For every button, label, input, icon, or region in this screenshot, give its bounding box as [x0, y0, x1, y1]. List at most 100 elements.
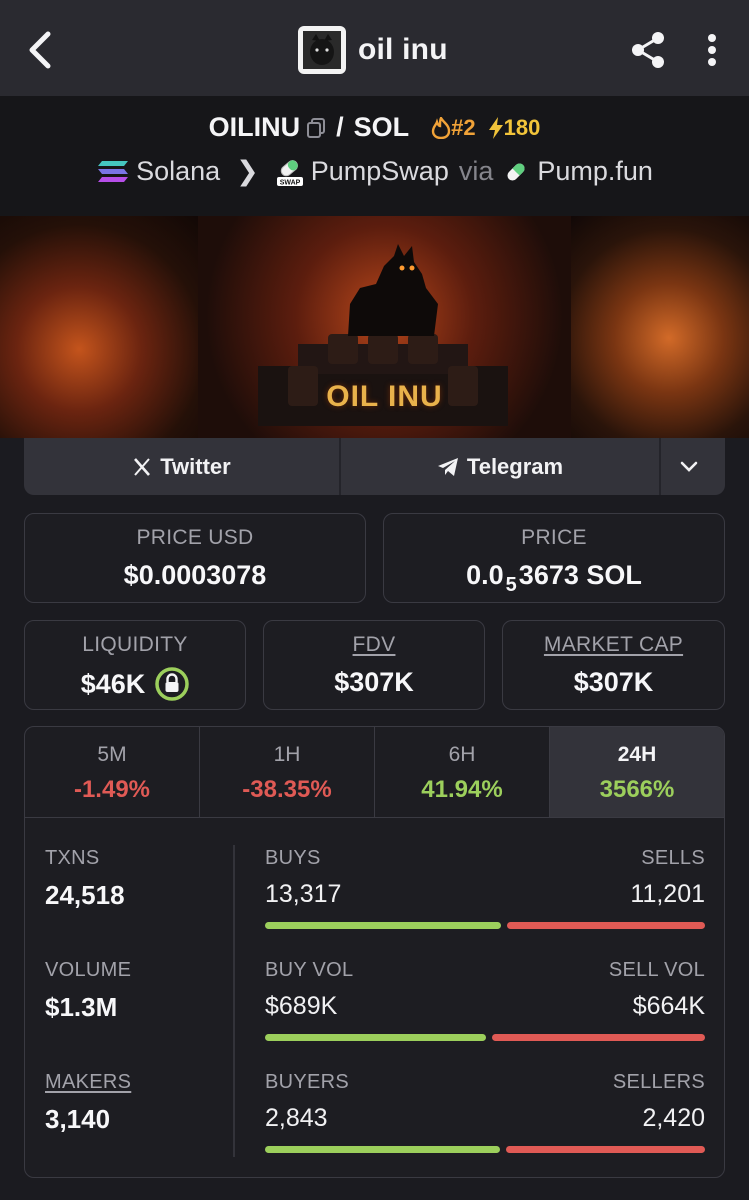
buy-vol-bar-fill: [265, 1034, 486, 1041]
buyers-bar-fill: [265, 1146, 500, 1153]
telegram-button[interactable]: Telegram: [341, 438, 661, 495]
dex-name[interactable]: PumpSwap: [310, 156, 449, 186]
telegram-icon: [437, 457, 458, 476]
share-button[interactable]: [628, 30, 668, 70]
social-links: Twitter Telegram: [24, 438, 725, 495]
tab-5m[interactable]: 5M -1.49%: [25, 727, 200, 817]
price-usd-value: $0.0003078: [25, 560, 365, 591]
banner-fire-left: [0, 216, 198, 438]
token-avatar: [298, 26, 346, 74]
banner-logo-text: OIL INU: [326, 380, 443, 413]
launchpad-name[interactable]: Pump.fun: [537, 156, 653, 186]
price-usd-card: PRICE USD $0.0003078: [24, 513, 366, 603]
txns-value: 24,518: [45, 880, 125, 910]
token-title: oil inu: [298, 26, 448, 74]
sellers-value: 2,420: [642, 1104, 705, 1132]
tab-change: -1.49%: [73, 776, 151, 803]
copy-icon[interactable]: [306, 117, 326, 139]
boost-value: 180: [503, 114, 541, 140]
txns-stat: TXNS 24,518: [45, 847, 125, 911]
liquidity-value: $46K: [25, 667, 245, 701]
telegram-label: Telegram: [466, 453, 564, 479]
buys-bar-fill: [265, 922, 501, 929]
fdv-label[interactable]: FDV: [352, 633, 396, 656]
price-usd-label: PRICE USD: [136, 526, 254, 549]
volume-label: VOLUME: [45, 959, 132, 981]
tab-change: 3566%: [599, 776, 675, 803]
price-zero-count: 5: [505, 574, 517, 596]
twitter-button[interactable]: Twitter: [24, 438, 341, 495]
buyers-value: 2,843: [265, 1104, 328, 1132]
price-usd-text: $0.0003078: [123, 560, 267, 590]
market-cap-value: $307K: [503, 667, 724, 698]
chain-name[interactable]: Solana: [136, 156, 221, 186]
volume-value: $1.3M: [45, 992, 118, 1022]
more-vertical-icon: [708, 34, 716, 66]
buyers-sellers-bar: [265, 1146, 705, 1153]
boost-count[interactable]: 180: [488, 114, 541, 141]
fdv-value: $307K: [264, 667, 484, 698]
quote-symbol: SOL: [353, 112, 410, 142]
twitter-label: Twitter: [160, 453, 231, 479]
price-sol-card: PRICE 0.0 5 3673 SOL: [383, 513, 725, 603]
buys-value: 13,317: [265, 880, 342, 908]
tab-change: 41.94%: [421, 776, 503, 803]
pair-separator: /: [336, 112, 344, 142]
liquidity-card: LIQUIDITY $46K: [24, 620, 246, 710]
tab-6h[interactable]: 6H 41.94%: [375, 727, 550, 817]
makers-stat: MAKERS 3,140: [45, 1071, 131, 1135]
via-label: via: [458, 156, 494, 186]
sell-vol-label: SELL VOL: [608, 959, 705, 981]
chevron-down-icon: [680, 461, 698, 472]
market-cap-text: $307K: [573, 667, 654, 697]
x-logo-icon: [134, 457, 151, 476]
banner-fire-right: [571, 216, 749, 438]
tab-24h[interactable]: 24H 3566%: [550, 727, 724, 817]
price-sol-value: 0.0 5 3673 SOL: [384, 560, 724, 596]
volume-stat: VOLUME $1.3M: [45, 959, 131, 1023]
flame-icon: [431, 116, 451, 139]
liquidity-label: LIQUIDITY: [82, 633, 188, 656]
trending-rank[interactable]: #2: [431, 114, 476, 141]
more-links-button[interactable]: [661, 438, 725, 495]
sells-value: 11,201: [630, 880, 705, 908]
buy-sell-volume-row: BUY VOL $689K SELL VOL $664K: [265, 959, 705, 1043]
share-icon: [632, 32, 664, 68]
solana-icon: [98, 160, 129, 182]
sellers-label: SELLERS: [612, 1071, 705, 1093]
tab-label: 5M: [97, 743, 127, 766]
token-banner: OIL INU: [0, 216, 749, 438]
back-button[interactable]: [22, 28, 62, 72]
timeframe-tabs: 5M -1.49% 1H -38.35% 6H 41.94% 24H 3566%: [25, 727, 724, 818]
price-prefix: 0.0: [466, 560, 504, 590]
sell-vol-value: $664K: [632, 992, 705, 1020]
pair-line: OILINU / SOL #2 180: [0, 112, 749, 143]
timeframe-panel: 5M -1.49% 1H -38.35% 6H 41.94% 24H 3566%…: [24, 726, 725, 1178]
fdv-card: FDV $307K: [263, 620, 485, 710]
buys-sells-bar: [265, 922, 705, 929]
pill-icon: [507, 162, 525, 181]
liquidity-text: $46K: [80, 668, 146, 699]
lock-icon[interactable]: [155, 667, 190, 701]
page-title: oil inu: [358, 33, 448, 66]
buy-vol-label: BUY VOL: [265, 959, 354, 981]
makers-label[interactable]: MAKERS: [45, 1071, 132, 1093]
market-cap-label[interactable]: MARKET CAP: [543, 633, 684, 656]
chain-line: Solana ❯ SWAP PumpSwap via Pump.fun: [0, 156, 749, 187]
buyers-label: BUYERS: [265, 1071, 350, 1093]
txns-label: TXNS: [45, 847, 100, 869]
tab-label: 6H: [448, 743, 476, 766]
sell-vol-bar-fill: [492, 1034, 705, 1041]
banner-image: OIL INU: [198, 216, 571, 438]
sells-label: SELLS: [641, 847, 705, 869]
tab-label: 1H: [273, 743, 301, 766]
volume-bar: [265, 1034, 705, 1041]
price-sol-label: PRICE: [521, 526, 587, 549]
more-menu-button[interactable]: [700, 30, 724, 70]
tab-1h[interactable]: 1H -38.35%: [200, 727, 375, 817]
buyers-sellers-row: BUYERS 2,843 SELLERS 2,420: [265, 1071, 705, 1155]
base-symbol: OILINU: [208, 112, 301, 142]
stats-divider: [233, 845, 235, 1157]
lightning-icon: [488, 116, 503, 139]
rank-value: #2: [451, 114, 476, 140]
